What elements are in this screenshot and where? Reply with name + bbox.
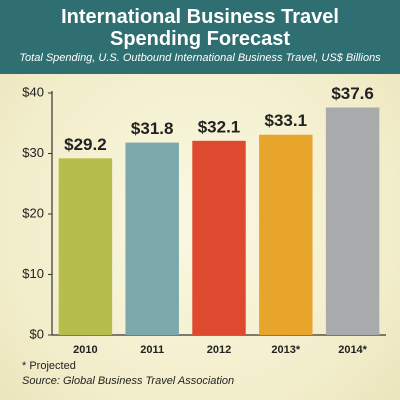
value-label: $29.2 bbox=[64, 135, 107, 154]
bar bbox=[192, 140, 246, 335]
y-tick-label: $30 bbox=[22, 145, 44, 160]
y-tick-label: $10 bbox=[22, 266, 44, 281]
value-label: $31.8 bbox=[131, 119, 174, 138]
value-label: $37.6 bbox=[331, 84, 374, 103]
x-tick-label: 2013* bbox=[271, 344, 300, 356]
chart-title: International Business Travel Spending F… bbox=[61, 6, 339, 50]
chart-subtitle: Total Spending, U.S. Outbound Internatio… bbox=[19, 52, 381, 64]
bar bbox=[125, 142, 179, 335]
footnote: * Projected bbox=[22, 360, 76, 372]
x-tick-label: 2011 bbox=[140, 344, 164, 356]
y-tick-label: $0 bbox=[30, 326, 44, 341]
x-tick-label: 2010 bbox=[73, 344, 97, 356]
source-note: Source: Global Business Travel Associati… bbox=[22, 375, 235, 387]
header-band: International Business Travel Spending F… bbox=[0, 0, 400, 74]
y-tick-label: $20 bbox=[22, 205, 44, 220]
bar bbox=[325, 107, 380, 336]
value-label: $32.1 bbox=[198, 117, 241, 136]
value-label: $33.1 bbox=[265, 111, 308, 130]
x-tick-label: 2014* bbox=[338, 344, 367, 356]
y-tick-label: $40 bbox=[22, 84, 44, 99]
x-tick-label: 2012 bbox=[207, 344, 231, 356]
bar bbox=[259, 134, 313, 335]
bar bbox=[58, 158, 113, 335]
